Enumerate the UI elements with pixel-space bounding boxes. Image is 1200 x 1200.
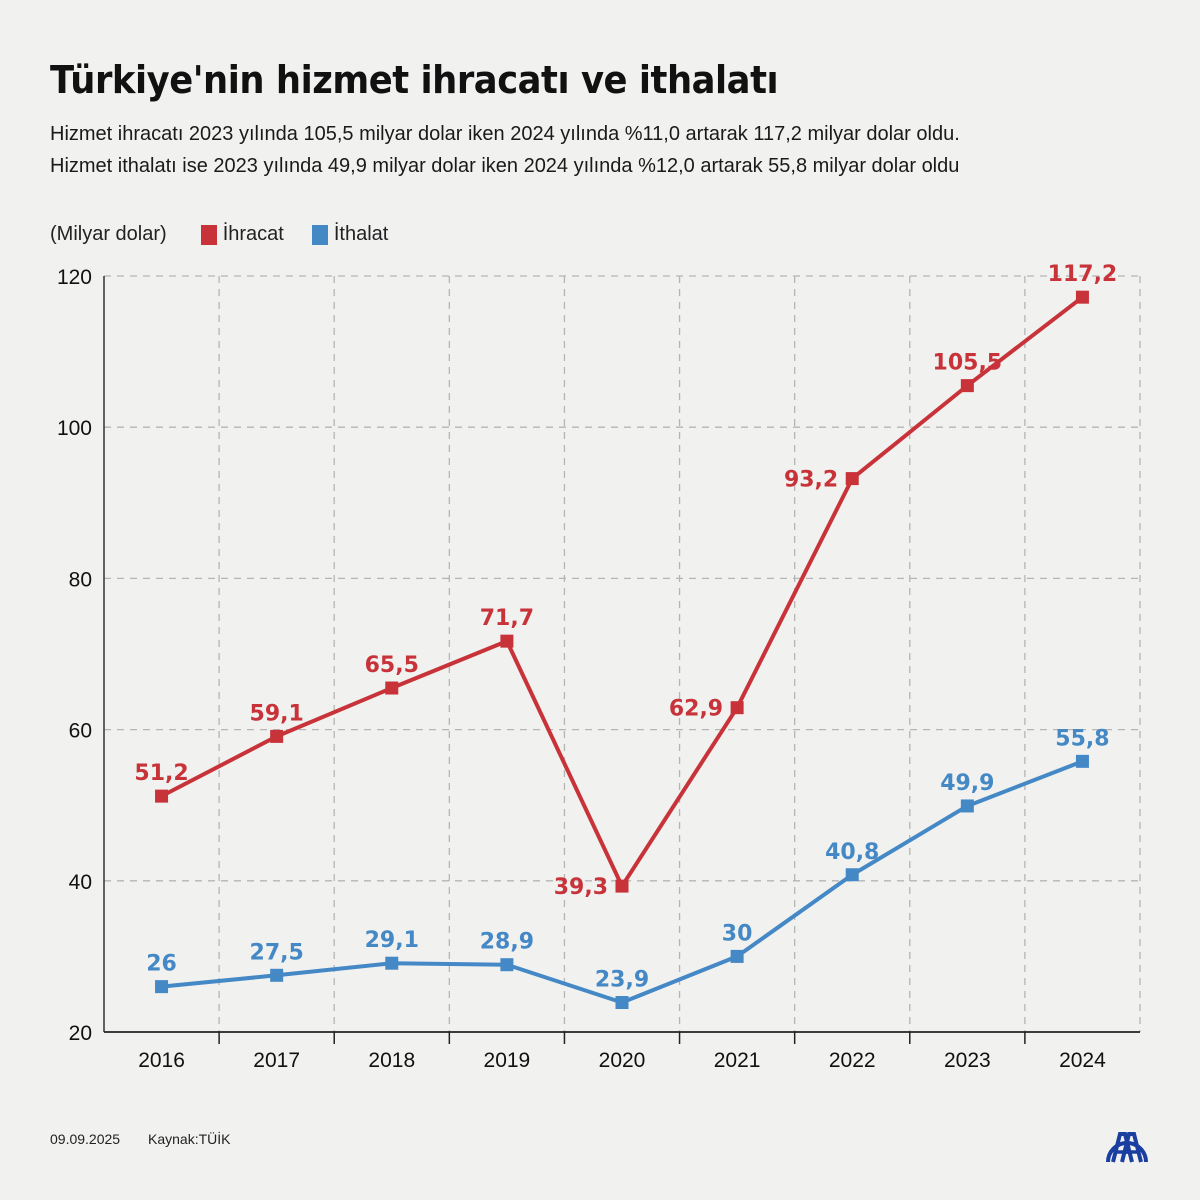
data-label-ihracat: 62,9: [669, 697, 723, 722]
data-point-ithalat: [960, 799, 974, 813]
legend-item-ihracat: İhracat: [200, 223, 284, 246]
y-tick-label: 40: [69, 871, 92, 894]
y-tick-label: 80: [69, 568, 92, 591]
data-point-ihracat: [270, 729, 284, 743]
data-label-ihracat: 59,1: [250, 701, 304, 726]
x-tick-label: 2016: [138, 1049, 185, 1072]
y-tick-label: 120: [57, 266, 92, 289]
x-tick-label: 2018: [368, 1049, 415, 1072]
data-label-ithalat: 30: [722, 921, 753, 946]
data-label-ihracat: 71,7: [480, 606, 534, 631]
data-point-ihracat: [615, 879, 629, 893]
x-tick-label: 2021: [714, 1049, 761, 1072]
page-title: Türkiye'nin hizmet ihracatı ve ithalatı: [50, 58, 779, 102]
data-label-ihracat: 65,5: [365, 653, 419, 678]
data-label-ithalat: 28,9: [480, 930, 534, 955]
publish-date: 09.09.2025: [50, 1131, 121, 1147]
data-label-ihracat: 51,2: [134, 761, 188, 786]
data-label-ithalat: 26: [146, 952, 177, 977]
data-point-ithalat: [270, 968, 284, 982]
data-point-ithalat: [730, 949, 744, 963]
data-point-ithalat: [1075, 754, 1089, 768]
unit-label: (Milyar dolar): [50, 223, 167, 245]
data-label-ithalat: 55,8: [1055, 726, 1109, 751]
data-point-ihracat: [385, 681, 399, 695]
legend-label-ihracat: İhracat: [222, 223, 284, 245]
data-label-ihracat: 117,2: [1048, 262, 1118, 287]
data-point-ithalat: [615, 996, 629, 1010]
data-point-ihracat: [500, 634, 514, 648]
data-point-ihracat: [960, 379, 974, 393]
legend-swatch-ihracat: [200, 224, 217, 245]
data-point-ihracat: [155, 789, 169, 803]
chart-legend: (Milyar dolar) İhracat İthalat: [50, 223, 416, 246]
x-tick-label: 2019: [484, 1049, 531, 1072]
data-label-ihracat: 39,3: [554, 875, 608, 900]
aa-logo-icon: [1106, 1132, 1148, 1163]
data-point-ithalat: [500, 958, 514, 972]
data-point-ihracat: [1075, 290, 1089, 304]
data-point-ithalat: [155, 980, 169, 994]
y-tick-label: 100: [57, 417, 92, 440]
legend-item-ithalat: İthalat: [311, 223, 389, 246]
data-label-ithalat: 27,5: [250, 940, 304, 965]
x-tick-label: 2022: [829, 1049, 876, 1072]
data-point-ithalat: [385, 956, 399, 970]
series-line-ihracat: [160, 295, 1084, 889]
data-label-ihracat: 93,2: [784, 468, 838, 493]
data-point-ihracat: [845, 472, 859, 486]
x-tick-label: 2024: [1059, 1049, 1106, 1072]
y-tick-label: 60: [69, 720, 92, 743]
x-tick-label: 2017: [253, 1049, 300, 1072]
data-point-ihracat: [730, 701, 744, 715]
subtitle-line-1: Hizmet ihracatı 2023 yılında 105,5 milya…: [50, 123, 960, 145]
data-label-ithalat: 23,9: [595, 968, 649, 993]
data-label-ihracat: 105,5: [933, 351, 1003, 376]
x-tick-label: 2023: [944, 1049, 991, 1072]
data-label-ithalat: 29,1: [365, 928, 419, 953]
x-tick-label: 2020: [599, 1049, 646, 1072]
legend-swatch-ithalat: [311, 224, 328, 245]
data-source: Kaynak:TÜİK: [148, 1131, 231, 1147]
data-label-ithalat: 40,8: [825, 840, 879, 865]
y-tick-label: 20: [69, 1022, 92, 1045]
data-point-ithalat: [845, 868, 859, 882]
data-label-ithalat: 49,9: [940, 771, 994, 796]
subtitle-line-2: Hizmet ithalatı ise 2023 yılında 49,9 mi…: [50, 155, 960, 177]
legend-label-ithalat: İthalat: [333, 223, 389, 245]
